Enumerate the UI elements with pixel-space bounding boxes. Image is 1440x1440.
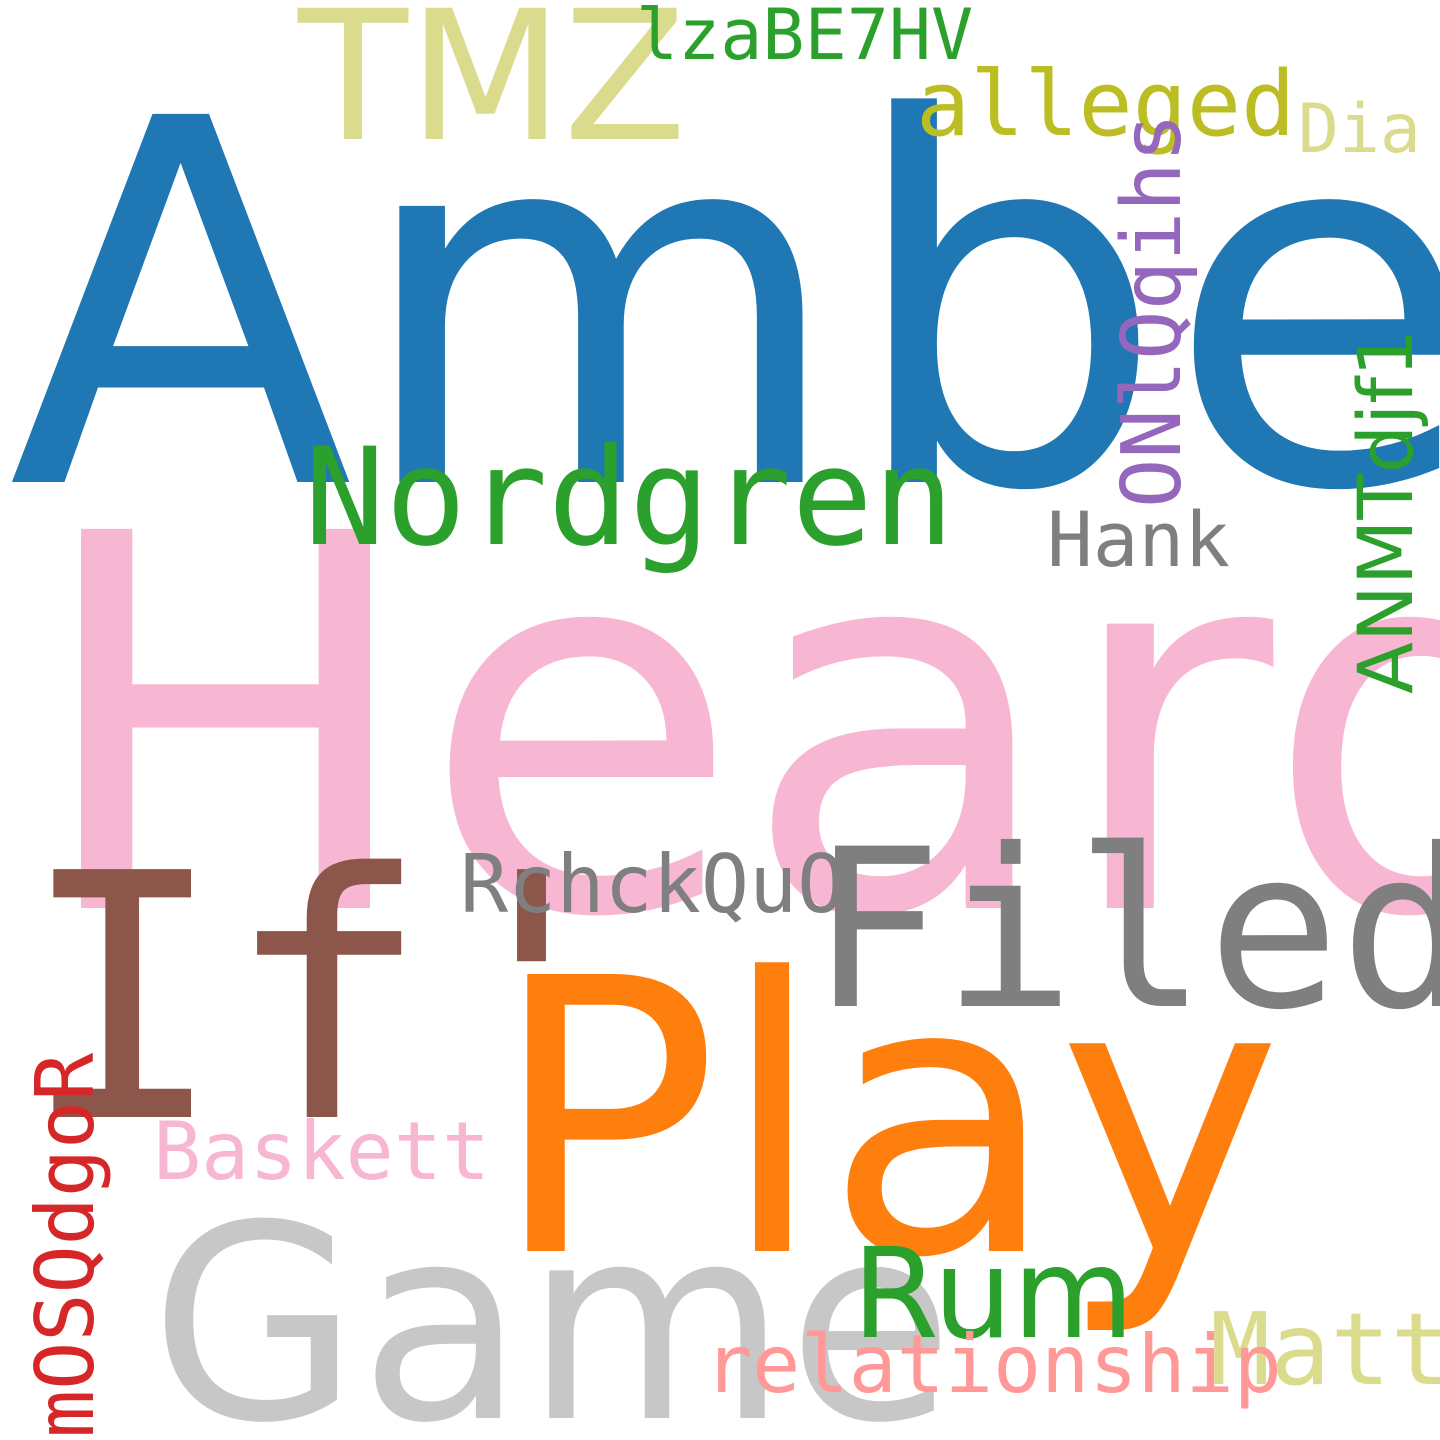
word-dia: Dia: [1298, 90, 1421, 169]
word-baskett: Baskett: [153, 1105, 491, 1198]
word-nordgren: Nordgren: [304, 419, 955, 576]
word-tmz: TMZ: [298, 0, 687, 182]
word-mosqdgor: mOSQdgoR: [19, 1052, 112, 1438]
word-if: If': [20, 802, 635, 1198]
word-anmtdjf1: ANMTdjf1: [1341, 328, 1430, 694]
word-relationship: relationship: [704, 1318, 1282, 1411]
word-alleged: alleged: [916, 52, 1296, 157]
word-rum: Rum: [852, 1222, 1135, 1367]
word-filed: Filed: [810, 802, 1440, 1058]
word-play: Play: [490, 898, 1283, 1341]
word-amber: Amber: [8, 14, 1440, 602]
word-rchckquo: RchckQuO: [460, 838, 846, 931]
word-lzabe7hv: lzaBE7HV: [636, 0, 974, 76]
word-matt: Matt: [1210, 1291, 1440, 1408]
word-game: Game: [150, 1167, 954, 1440]
word-onlqqihs: ONlQqihs: [1105, 113, 1200, 508]
word-heard: Heard: [30, 425, 1440, 1031]
word-hank: Hank: [1047, 495, 1231, 584]
